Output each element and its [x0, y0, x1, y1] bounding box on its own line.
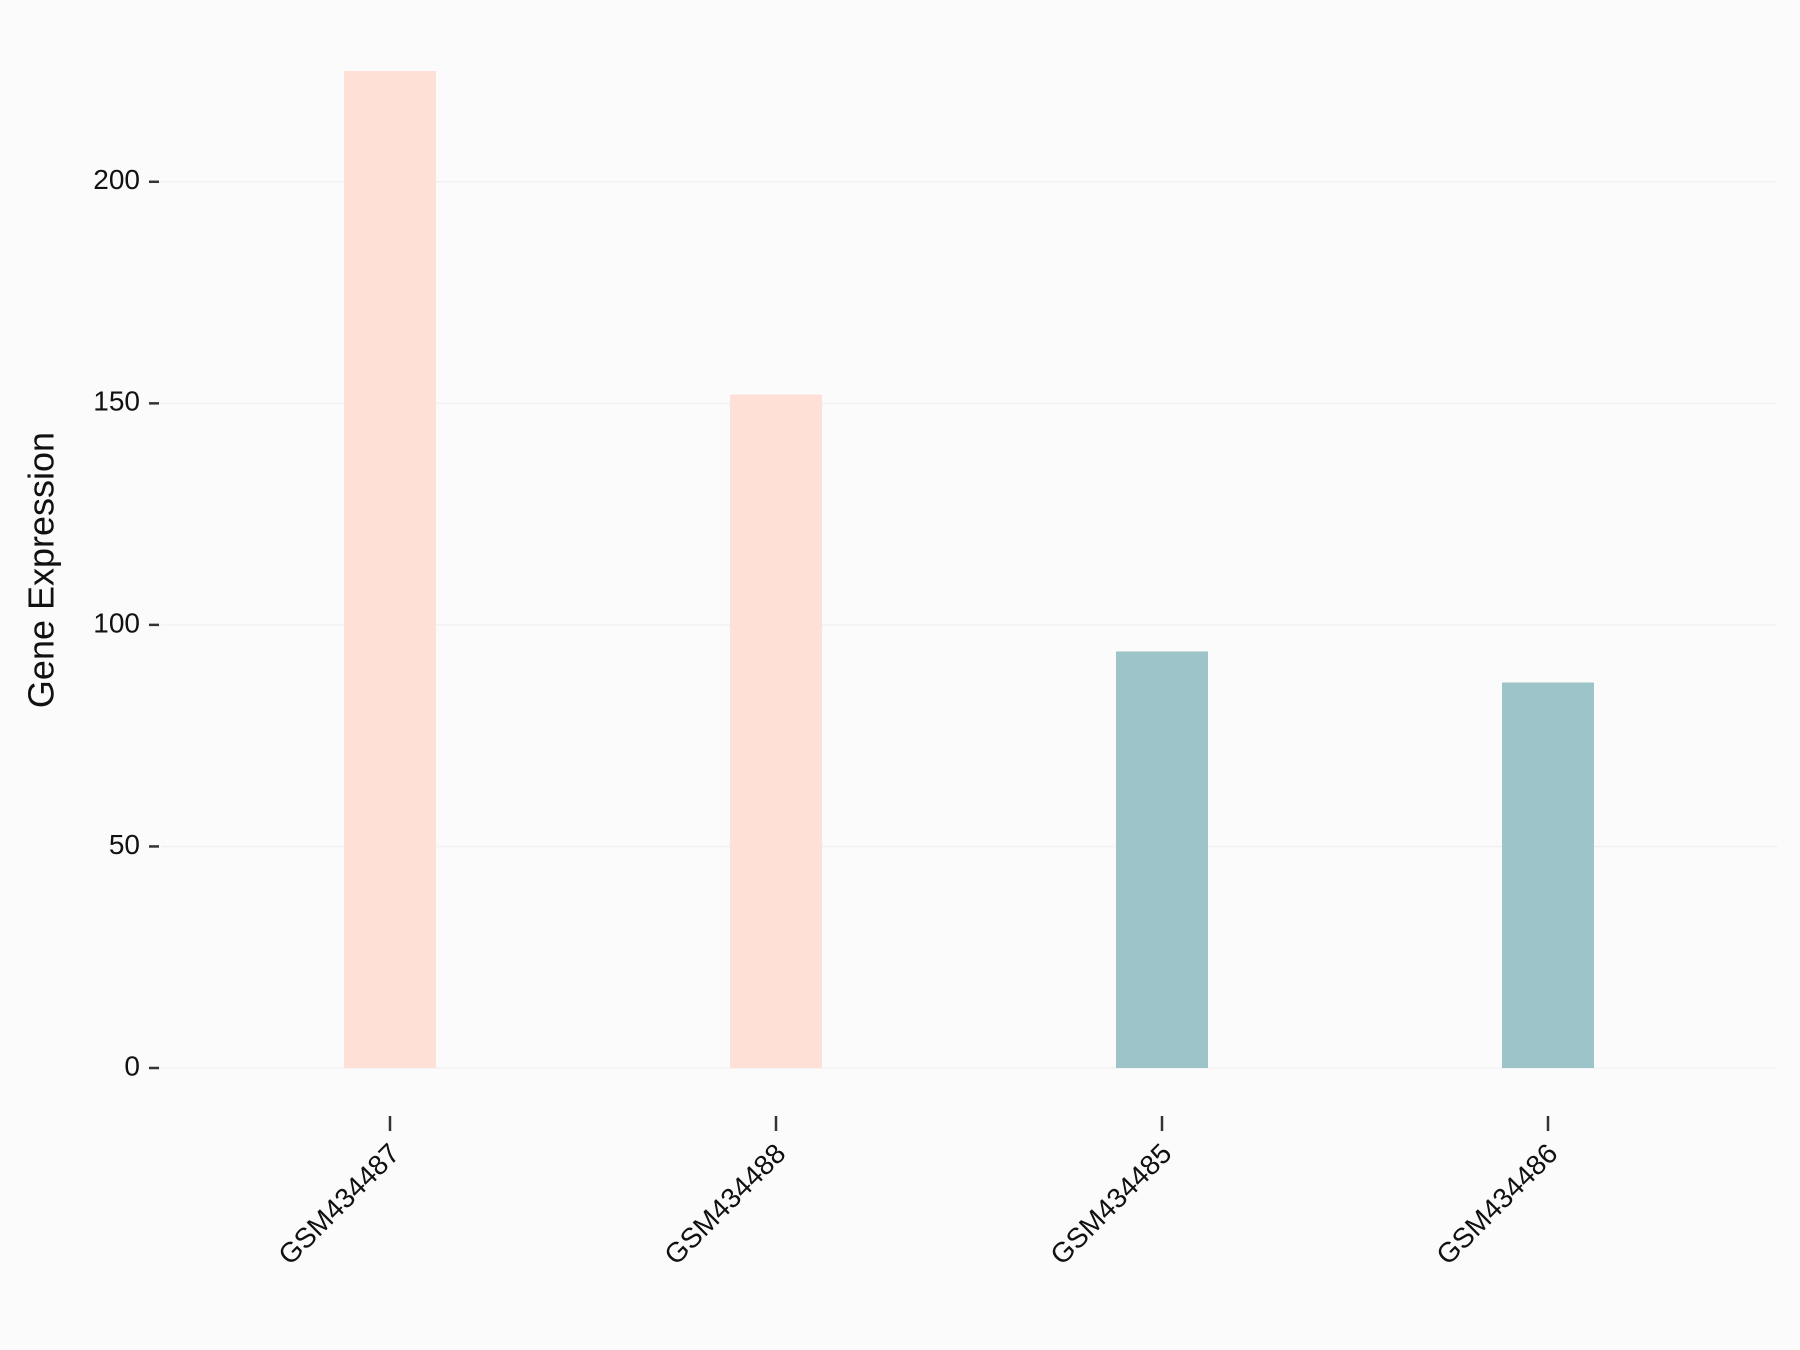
y-tick-label: 150 — [93, 386, 140, 417]
y-tick-label: 50 — [109, 829, 140, 860]
y-axis-title: Gene Expression — [21, 432, 62, 708]
bar — [730, 394, 822, 1069]
bar — [1116, 651, 1208, 1068]
bar — [1502, 682, 1594, 1068]
y-tick-label: 200 — [93, 164, 140, 195]
bar — [344, 71, 436, 1068]
y-tick-label: 100 — [93, 607, 140, 638]
y-tick-label: 0 — [124, 1050, 140, 1081]
